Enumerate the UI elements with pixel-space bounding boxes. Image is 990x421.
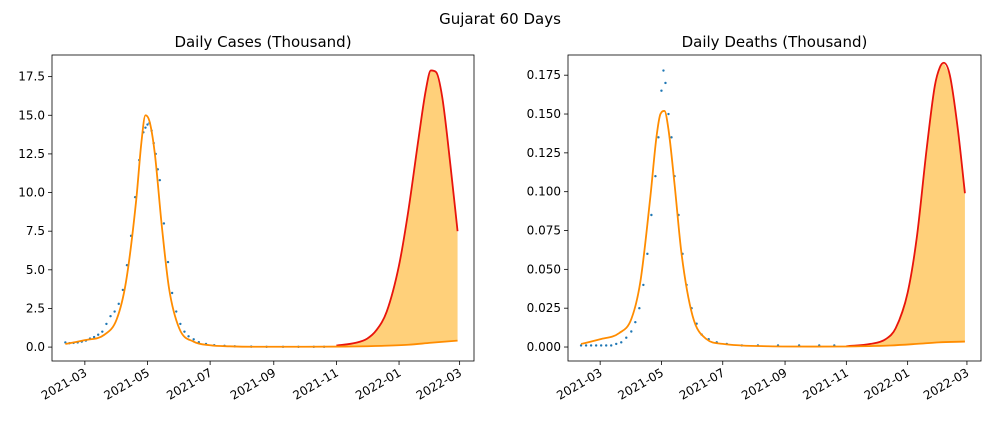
deaths-observed-point	[657, 136, 660, 139]
cases-observed-point	[187, 335, 190, 338]
cases-observed-point	[166, 260, 170, 264]
deaths-observed-point	[584, 344, 588, 347]
cases-axes-frame	[51, 54, 475, 362]
deaths-observed-point	[620, 341, 623, 344]
cases-observed-point	[105, 322, 108, 326]
deaths-y-tick-label: 0.125	[527, 146, 561, 160]
cases-y-tick-label: 7.5	[26, 224, 45, 238]
cases-x-tick-label: 2021-09	[228, 365, 278, 402]
cases-model-line	[65, 114, 458, 348]
deaths-x-tick-label: 2022-03	[921, 365, 971, 402]
deaths-projection-band	[846, 62, 965, 347]
deaths-observed-point	[604, 344, 608, 347]
deaths-observed-point	[630, 330, 633, 333]
deaths-observed-point	[664, 81, 667, 85]
cases-observed-point	[158, 178, 162, 182]
deaths-x-tick-label: 2021-11	[800, 365, 850, 402]
cases-observed-point	[192, 338, 195, 341]
cases-y-tick-label: 5.0	[26, 263, 45, 277]
deaths-y-tick-label: 0.175	[527, 68, 561, 82]
cases-y-tick-label: 2.5	[26, 301, 45, 315]
cases-observed-point	[92, 335, 96, 339]
cases-y-tick-label: 0.0	[26, 340, 45, 354]
deaths-observed-point	[579, 344, 583, 347]
cases-panel: Daily Cases (Thousand) 0.0 2.5 5.0 7.5 10.0 12…	[18, 33, 475, 403]
deaths-observed-point	[589, 344, 593, 347]
deaths-observed-point	[662, 69, 665, 72]
deaths-observed-point	[638, 306, 641, 310]
deaths-x-tick-label: 2022-01	[862, 365, 912, 402]
deaths-observed-point	[615, 342, 618, 346]
deaths-x-tick-label: 2021-09	[739, 365, 789, 402]
cases-observed-point	[121, 288, 125, 292]
cases-x-tick-label: 2022-03	[414, 365, 464, 402]
cases-y-tick-label: 12.5	[18, 147, 45, 161]
cases-observed-point	[101, 330, 104, 333]
cases-observed-point	[175, 310, 178, 313]
deaths-observed-point	[670, 136, 673, 139]
deaths-model-line	[580, 110, 965, 348]
deaths-observed-point	[646, 252, 649, 256]
deaths-x-tick-label: 2021-07	[677, 365, 727, 402]
cases-x-tick-label: 2021-03	[39, 365, 89, 402]
deaths-observed-point	[599, 344, 603, 347]
cases-x-tick-label: 2021-07	[164, 365, 214, 402]
cases-x-tick-label: 2021-05	[102, 365, 152, 402]
cases-chart-title: Daily Cases (Thousand)	[174, 33, 351, 51]
deaths-y-tick-label: 0.025	[527, 301, 561, 315]
deaths-y-tick-label: 0.100	[527, 185, 561, 199]
cases-observed-point	[170, 291, 174, 295]
cases-y-tick-label: 10.0	[18, 186, 45, 200]
cases-projection-band	[336, 70, 458, 347]
deaths-x-tick-label: 2021-03	[554, 365, 604, 402]
cases-observed-point	[183, 330, 186, 333]
deaths-y-tick-label: 0.050	[527, 262, 561, 276]
deaths-observed-point	[594, 344, 598, 347]
cases-y-tick-label: 15.0	[18, 108, 45, 122]
cases-observed-point	[113, 310, 116, 313]
cases-x-tick-label: 2021-11	[290, 365, 340, 402]
deaths-observed-point	[625, 336, 628, 339]
deaths-observed-point	[634, 320, 637, 324]
cases-x-tick-label: 2022-01	[353, 365, 403, 402]
deaths-chart-title: Daily Deaths (Thousand)	[682, 33, 868, 51]
cases-observed-point	[162, 222, 166, 225]
cases-observed-point	[117, 302, 120, 306]
deaths-y-tick-label: 0.150	[527, 107, 561, 121]
cases-observed-point	[109, 314, 112, 318]
deaths-x-tick-label: 2021-05	[616, 365, 666, 402]
deaths-observed-point	[654, 174, 657, 178]
figure-title: Gujarat 60 Days	[439, 10, 561, 28]
cases-observed-point	[97, 333, 100, 336]
deaths-y-tick-label: 0.000	[527, 340, 561, 354]
deaths-observed-point	[650, 213, 653, 217]
cases-observed-point	[144, 126, 147, 129]
cases-projection-line	[336, 69, 459, 347]
deaths-observed-point	[660, 89, 663, 92]
deaths-projection-line	[846, 61, 966, 348]
cases-observed-point	[146, 123, 149, 126]
deaths-axes-frame	[567, 54, 982, 362]
cases-observed-point	[179, 322, 182, 326]
deaths-y-tick-label: 0.075	[527, 224, 561, 238]
deaths-observed-point	[610, 344, 613, 347]
cases-y-tick-label: 17.5	[18, 70, 45, 84]
deaths-observed-point	[667, 112, 670, 116]
deaths-panel: Daily Deaths (Thousand) 0.000 0.025 0.050 0.…	[527, 33, 982, 403]
deaths-observed-point	[642, 283, 645, 287]
